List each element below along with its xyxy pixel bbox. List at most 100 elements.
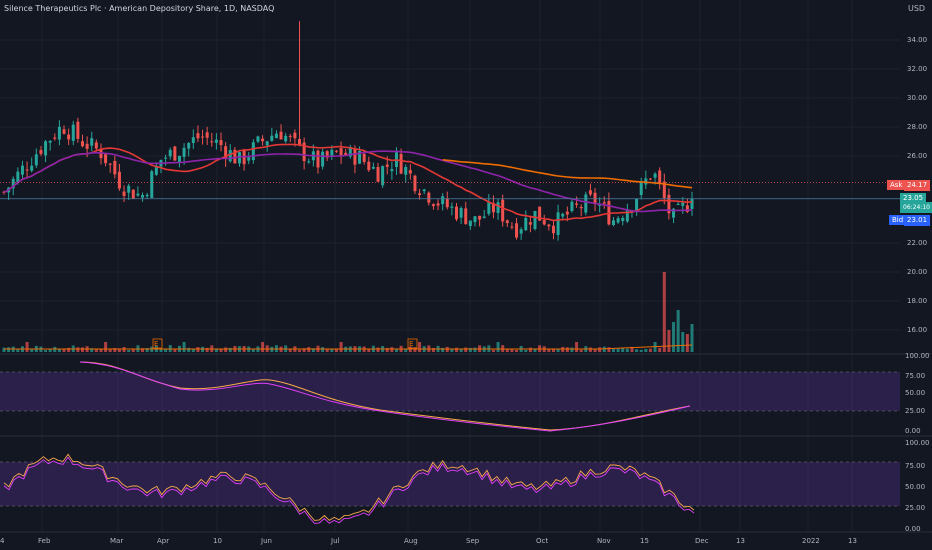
stoch-k-line <box>3 453 695 521</box>
volume-bar <box>44 349 48 352</box>
candle-body <box>658 170 662 184</box>
candle-body <box>330 149 334 156</box>
stoch-axis-label: 50.00 <box>905 483 925 491</box>
candle-body <box>556 212 560 235</box>
candle <box>224 142 228 167</box>
bar-countdown: 06:24:10 <box>900 202 932 213</box>
candle <box>39 146 43 156</box>
candle <box>141 192 145 202</box>
candle <box>67 128 71 145</box>
ma-long-line <box>442 159 693 189</box>
candle-body <box>117 171 121 189</box>
candle <box>381 165 385 188</box>
candle-body <box>71 124 75 141</box>
volume-bar <box>117 348 121 352</box>
volume-bar <box>431 347 435 352</box>
candle <box>455 202 459 222</box>
candle-body <box>441 196 445 205</box>
volume-bar <box>90 348 94 352</box>
volume-bar <box>339 342 343 352</box>
volume-bar <box>30 349 34 352</box>
candle-body <box>547 224 551 227</box>
candle <box>658 167 662 190</box>
candle <box>237 151 241 167</box>
price-axis-label: 20.00 <box>907 268 927 276</box>
volume-bar <box>394 349 398 352</box>
earnings-marker-label: E <box>409 340 413 348</box>
volume-bar <box>307 347 311 352</box>
volume-bar <box>441 347 445 352</box>
volume-bar <box>131 348 135 352</box>
volume-bar <box>127 349 131 352</box>
candle-body <box>30 165 34 171</box>
candle <box>588 183 592 197</box>
candle-body <box>385 164 389 167</box>
candle-body <box>436 203 440 206</box>
candle-body <box>621 217 625 221</box>
candle-body <box>662 181 666 199</box>
candle <box>648 178 652 181</box>
volume-bar <box>551 348 555 352</box>
candle-body <box>261 138 265 142</box>
candle-body <box>57 126 61 140</box>
volume-bar <box>219 349 223 352</box>
candle-body <box>575 203 579 205</box>
stoch-band <box>0 462 900 506</box>
volume-bar <box>556 348 560 352</box>
candle <box>154 162 158 176</box>
candle <box>681 197 685 214</box>
candle-body <box>131 189 135 199</box>
candle <box>80 134 84 148</box>
candle <box>478 215 482 227</box>
candle <box>316 149 320 174</box>
candle <box>201 129 205 145</box>
price-axis-label: 16.00 <box>907 326 927 334</box>
rsi-axis-label: 100.00 <box>905 352 930 360</box>
volume-bar <box>7 347 11 352</box>
rsi-axis-label: 50.00 <box>905 389 925 397</box>
volume-bar <box>459 349 463 352</box>
candle-body <box>362 153 366 162</box>
candle-body <box>39 150 43 154</box>
volume-bar <box>468 347 472 352</box>
volume-bar <box>108 349 112 352</box>
candle <box>667 188 671 220</box>
candle-body <box>464 208 468 225</box>
candle-body <box>210 141 214 143</box>
candle-body <box>270 135 274 141</box>
candle-body <box>681 202 685 206</box>
candle-body <box>473 216 477 223</box>
earnings-marker-icon <box>152 338 163 349</box>
candle <box>62 125 66 135</box>
candle-body <box>565 211 569 215</box>
candle <box>464 201 468 225</box>
volume-bar <box>681 332 685 352</box>
candle <box>214 133 218 150</box>
candle-body <box>524 217 528 231</box>
time-axis-label: 10 <box>213 537 222 545</box>
candle-body <box>205 132 209 138</box>
earnings-marker-label: E <box>154 340 158 348</box>
symbol-title[interactable]: Silence Therapeutics Plc · American Depo… <box>4 4 275 13</box>
candle <box>302 137 306 170</box>
candle <box>177 155 181 168</box>
candle <box>607 192 611 226</box>
candle-body <box>182 147 186 157</box>
price-axis-label: 30.00 <box>907 94 927 102</box>
candle-body <box>256 136 260 142</box>
volume-bar <box>261 342 265 352</box>
time-axis-label: Oct <box>536 537 548 545</box>
candle <box>602 196 606 209</box>
volume-ma-line <box>4 344 693 350</box>
volume-bar <box>187 347 191 352</box>
price-axis-label: 14.00 <box>907 0 927 2</box>
volume-bar <box>228 347 232 352</box>
candle <box>25 161 29 179</box>
last-price-tag: 23.05 <box>900 193 927 204</box>
candle <box>168 147 172 160</box>
candle-body <box>150 171 154 198</box>
candle-body <box>551 225 555 234</box>
candle-body <box>284 135 288 142</box>
